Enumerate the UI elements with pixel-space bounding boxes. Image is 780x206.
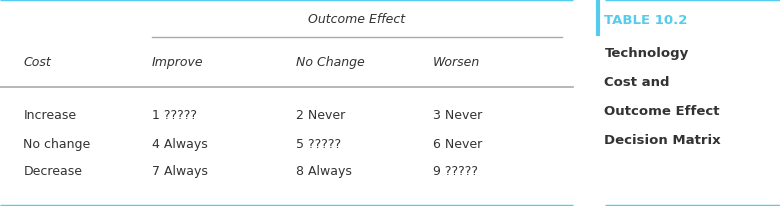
Text: 4 Always: 4 Always <box>152 138 207 151</box>
Text: Cost: Cost <box>23 55 51 68</box>
Text: Technology: Technology <box>604 47 689 60</box>
Text: Worsen: Worsen <box>433 55 480 68</box>
Text: Outcome Effect: Outcome Effect <box>308 13 406 26</box>
Text: Improve: Improve <box>152 55 204 68</box>
Text: 5 ?????: 5 ????? <box>296 138 342 151</box>
Text: Decision Matrix: Decision Matrix <box>604 134 722 146</box>
Text: No Change: No Change <box>296 55 365 68</box>
Text: 3 Never: 3 Never <box>433 109 482 122</box>
Text: Decrease: Decrease <box>23 165 83 177</box>
Text: No change: No change <box>23 138 90 151</box>
Text: Outcome Effect: Outcome Effect <box>604 105 720 118</box>
Text: 7 Always: 7 Always <box>152 165 208 177</box>
Text: 8 Always: 8 Always <box>296 165 353 177</box>
Text: 6 Never: 6 Never <box>433 138 482 151</box>
Text: Cost and: Cost and <box>604 76 670 89</box>
Text: TABLE 10.2: TABLE 10.2 <box>604 14 688 27</box>
Text: 2 Never: 2 Never <box>296 109 346 122</box>
Text: 9 ?????: 9 ????? <box>433 165 478 177</box>
Text: 1 ?????: 1 ????? <box>152 109 197 122</box>
Text: Increase: Increase <box>23 109 76 122</box>
